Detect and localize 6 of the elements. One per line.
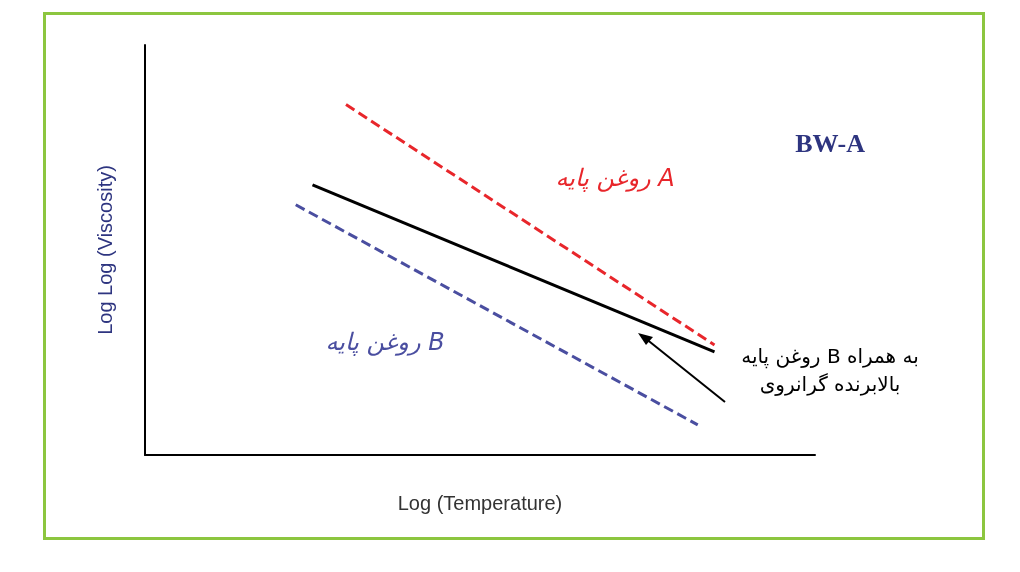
text: BW-A	[795, 128, 866, 158]
series-label: روغن پایه B به همراه بالابرنده گرانروی	[741, 344, 919, 396]
x-axis-title: Log (Temperature)	[397, 492, 563, 514]
y-axis-title: Log Log (Viscosity)	[94, 165, 116, 335]
series-label: روغن پایه A	[555, 164, 675, 192]
series-label: روغن پایه B	[325, 328, 445, 356]
